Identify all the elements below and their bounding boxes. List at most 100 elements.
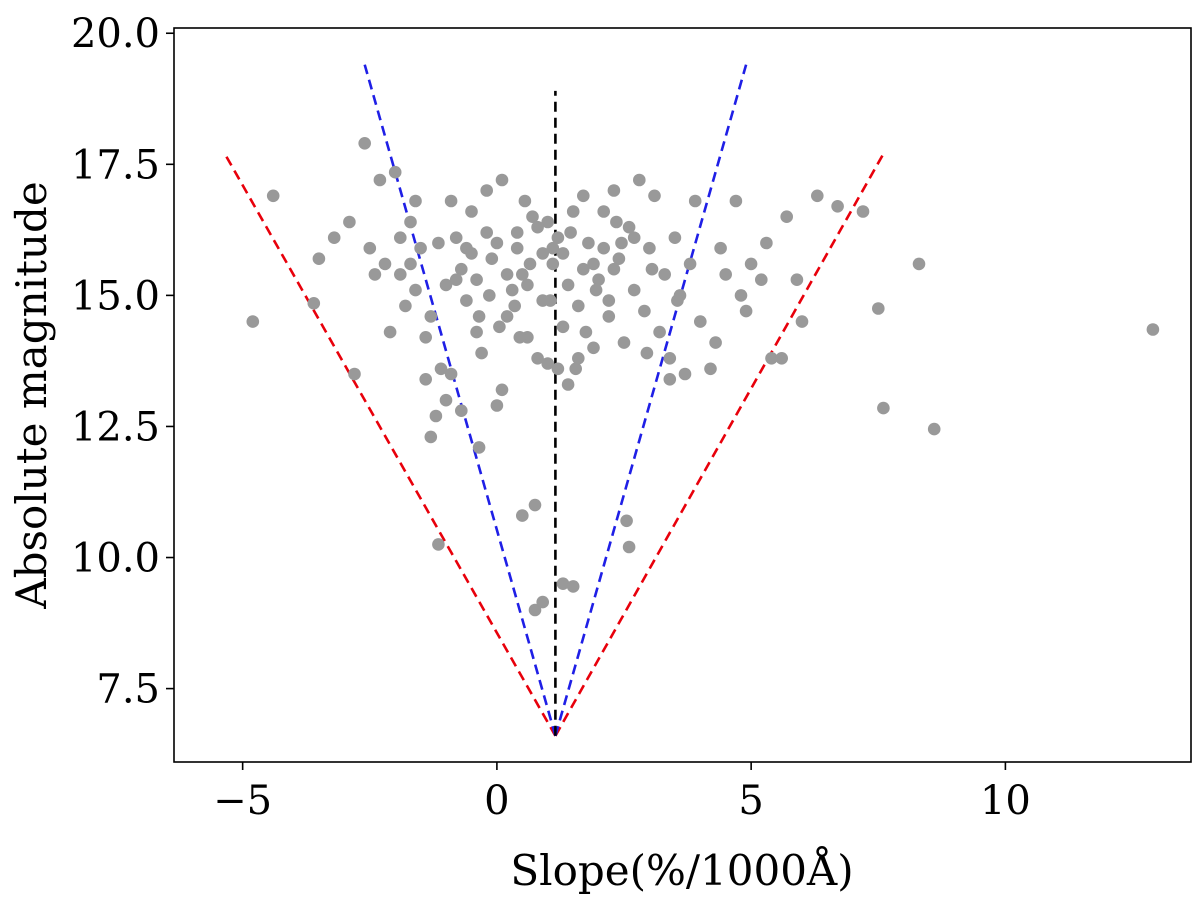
data-point-86 bbox=[790, 273, 804, 287]
data-point-141 bbox=[483, 289, 496, 302]
data-point-25 bbox=[460, 294, 473, 307]
data-point-97 bbox=[424, 430, 438, 444]
data-point-80 bbox=[744, 257, 758, 271]
data-point-55 bbox=[607, 184, 621, 197]
data-point-85 bbox=[780, 210, 793, 223]
data-point-40 bbox=[536, 247, 549, 260]
data-point-113 bbox=[432, 538, 445, 551]
data-point-146 bbox=[602, 294, 616, 307]
data-point-153 bbox=[541, 357, 554, 370]
data-point-139 bbox=[394, 231, 407, 244]
data-point-71 bbox=[688, 194, 702, 208]
data-point-62 bbox=[643, 241, 656, 255]
data-point-99 bbox=[439, 393, 453, 407]
data-point-44 bbox=[551, 231, 565, 244]
y-tick-label-2: 12.5 bbox=[71, 404, 160, 450]
y-tick-label-3: 15.0 bbox=[71, 273, 160, 319]
data-point-98 bbox=[429, 409, 443, 423]
data-point-152 bbox=[404, 257, 417, 271]
data-point-61 bbox=[638, 304, 651, 318]
data-point-81 bbox=[755, 273, 768, 287]
data-point-28 bbox=[475, 346, 488, 360]
data-point-70 bbox=[683, 257, 697, 271]
data-point-108 bbox=[536, 595, 549, 609]
data-point-135 bbox=[449, 273, 463, 287]
data-point-91 bbox=[872, 302, 885, 315]
data-point-51 bbox=[587, 341, 600, 355]
data-point-17 bbox=[414, 241, 427, 255]
data-point-75 bbox=[714, 241, 727, 255]
data-point-110 bbox=[566, 580, 580, 593]
data-point-111 bbox=[620, 514, 633, 528]
data-point-100 bbox=[444, 367, 458, 381]
data-point-134 bbox=[531, 220, 544, 234]
data-point-14 bbox=[399, 299, 412, 313]
plot-frame bbox=[173, 27, 1192, 763]
data-point-30 bbox=[485, 252, 499, 265]
line-blue-right bbox=[554, 64, 748, 737]
data-point-32 bbox=[495, 173, 509, 187]
data-point-136 bbox=[432, 236, 445, 250]
data-point-137 bbox=[409, 194, 422, 208]
data-point-118 bbox=[510, 241, 524, 255]
data-point-24 bbox=[455, 262, 468, 276]
data-point-88 bbox=[811, 189, 824, 203]
data-point-156 bbox=[589, 283, 603, 297]
data-point-133 bbox=[518, 194, 532, 208]
data-point-129 bbox=[470, 273, 483, 287]
data-point-94 bbox=[927, 422, 941, 436]
data-point-39 bbox=[531, 352, 544, 365]
data-point-31 bbox=[490, 236, 504, 250]
data-point-2 bbox=[307, 297, 321, 310]
data-point-3 bbox=[312, 252, 326, 265]
data-point-119 bbox=[521, 278, 534, 292]
data-point-103 bbox=[490, 399, 504, 412]
data-point-63 bbox=[648, 189, 661, 203]
data-point-138 bbox=[383, 325, 397, 339]
data-point-23 bbox=[449, 231, 463, 244]
data-point-52 bbox=[592, 273, 605, 287]
data-point-69 bbox=[678, 367, 692, 381]
data-point-18 bbox=[419, 331, 433, 344]
data-point-27 bbox=[470, 325, 483, 339]
data-points bbox=[246, 137, 1160, 617]
data-point-43 bbox=[546, 257, 560, 271]
data-point-41 bbox=[541, 215, 554, 229]
y-tick-label-0: 7.5 bbox=[96, 667, 160, 713]
data-point-45 bbox=[556, 320, 570, 334]
data-point-144 bbox=[564, 226, 577, 239]
data-point-148 bbox=[645, 262, 659, 276]
data-point-73 bbox=[704, 362, 717, 376]
data-point-49 bbox=[577, 262, 590, 276]
data-point-131 bbox=[500, 268, 514, 281]
data-point-142 bbox=[513, 331, 527, 344]
data-point-66 bbox=[663, 352, 677, 365]
data-point-127 bbox=[615, 236, 628, 250]
data-point-57 bbox=[617, 336, 631, 349]
data-point-5 bbox=[343, 215, 356, 229]
data-point-84 bbox=[775, 352, 788, 365]
data-point-92 bbox=[877, 401, 890, 415]
data-point-102 bbox=[472, 441, 486, 454]
data-point-120 bbox=[536, 294, 549, 307]
data-point-53 bbox=[597, 241, 610, 255]
data-point-87 bbox=[795, 315, 809, 328]
data-point-34 bbox=[505, 283, 519, 297]
data-point-150 bbox=[640, 346, 654, 360]
data-point-1 bbox=[266, 189, 280, 203]
x-tick-label-0: −5 bbox=[213, 778, 272, 824]
data-point-38 bbox=[526, 210, 539, 223]
data-point-83 bbox=[765, 352, 778, 365]
data-point-95 bbox=[1146, 323, 1160, 336]
data-point-33 bbox=[500, 310, 514, 323]
data-point-22 bbox=[444, 194, 458, 208]
data-point-151 bbox=[465, 247, 478, 260]
data-point-65 bbox=[658, 268, 671, 281]
data-point-154 bbox=[572, 352, 585, 365]
data-point-90 bbox=[856, 205, 870, 218]
data-point-79 bbox=[739, 304, 753, 318]
data-point-126 bbox=[607, 262, 621, 276]
y-tick-label-5: 20.0 bbox=[71, 11, 160, 57]
data-point-78 bbox=[734, 289, 748, 302]
